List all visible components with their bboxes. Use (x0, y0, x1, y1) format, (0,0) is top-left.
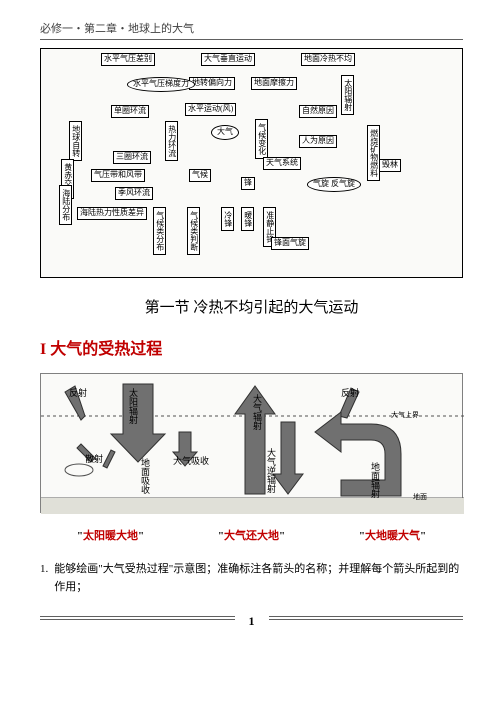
heat-label: 地面辐射 (369, 462, 382, 498)
concept-node: 地球自转 (69, 121, 82, 161)
concept-node: 气候 (189, 169, 211, 182)
concept-node: 气候类分布 (153, 207, 166, 255)
heat-label: 散射 (85, 452, 103, 465)
list-text: 能够绘画"大气受热过程"示意图；准确标注各箭头的名称；并理解每个箭头所起到的作用… (54, 561, 463, 596)
concept-node: 天气系统 (263, 157, 301, 170)
heat-label: 大气上界 (391, 410, 419, 420)
heat-label: 地面 (413, 492, 427, 502)
heat-label: 太阳辐射 (127, 388, 140, 424)
concept-node: 锋 (241, 177, 255, 190)
subsection-title: 大气的受热过程 (50, 341, 162, 358)
concept-node: 热力环流 (165, 121, 178, 161)
concept-node: 冷锋 (221, 207, 234, 231)
caption: "太阳暖大地" (77, 527, 144, 543)
concept-map-diagram: 水平气压差别 大气垂直运动 地面冷热不均地转偏向力 地面摩擦力 太阳辐射单圈环流 水平运动… (40, 48, 463, 278)
caption: "大地暖大气" (359, 527, 426, 543)
heat-label: 大气辐射 (251, 394, 264, 430)
heat-process-diagram: 反射 太阳辐射 大气辐射 反射大气上界散射 地面吸收 大气吸收 大气逆辐射 地面辐射地面 (40, 373, 463, 513)
list-number: 1. (40, 561, 48, 596)
concept-node: 自然原因 (299, 105, 337, 118)
concept-node: 锋面气旋 (271, 237, 309, 250)
page-number: 1 (235, 614, 269, 629)
concept-node: 暖锋 (241, 207, 254, 231)
concept-node: 人为原因 (299, 135, 337, 148)
concept-node: 水平运动(风) (185, 103, 236, 116)
concept-node: 燃烧矿物燃料 (367, 125, 380, 181)
concept-node: 气压带和风带 (91, 169, 145, 182)
heat-label: 反射 (341, 386, 359, 399)
roman-numeral: I (40, 341, 46, 358)
concept-node: 水平气压差别 (101, 53, 155, 66)
concept-node-oval: 水平气压梯度力 (127, 77, 195, 92)
concept-node: 地面摩擦力 (251, 77, 297, 90)
concept-node: 三圈环流 (113, 151, 151, 164)
concept-node: 毁林 (379, 159, 401, 172)
concept-node: 大气垂直运动 (201, 53, 255, 66)
heat-label: 地面吸收 (139, 458, 152, 494)
concept-node-oval: 大气 (211, 125, 239, 140)
page-footer: 1 (40, 616, 463, 640)
page-header: 必修一・第二章・地球上的大气 (40, 20, 463, 40)
concept-node: 气候变化 (255, 119, 268, 159)
concept-node: 海陆热力性质差异 (77, 207, 147, 220)
list-item-1: 1. 能够绘画"大气受热过程"示意图；准确标注各箭头的名称；并理解每个箭头所起到… (40, 561, 463, 596)
heat-label: 大气逆辐射 (265, 448, 278, 493)
heat-label: 反射 (69, 386, 87, 399)
concept-node: 气候类判断 (187, 207, 200, 255)
concept-node: 单圈环流 (111, 105, 149, 118)
heat-label: 大气吸收 (173, 454, 209, 467)
concept-node: 海陆分布 (59, 185, 72, 225)
concept-node: 季风环流 (115, 187, 153, 200)
section-title: 第一节 冷热不均引起的大气运动 (40, 296, 463, 317)
caption-row: "太阳暖大地" "大气还大地" "大地暖大气" (40, 527, 463, 543)
concept-node: 太阳辐射 (341, 75, 354, 115)
concept-node: 地面冷热不均 (301, 53, 355, 66)
caption: "大气还大地" (218, 527, 285, 543)
concept-node: 地转偏向力 (189, 77, 235, 90)
subsection-header: I 大气的受热过程 (40, 335, 463, 359)
concept-node-oval: 气旋 反气旋 (307, 177, 361, 192)
